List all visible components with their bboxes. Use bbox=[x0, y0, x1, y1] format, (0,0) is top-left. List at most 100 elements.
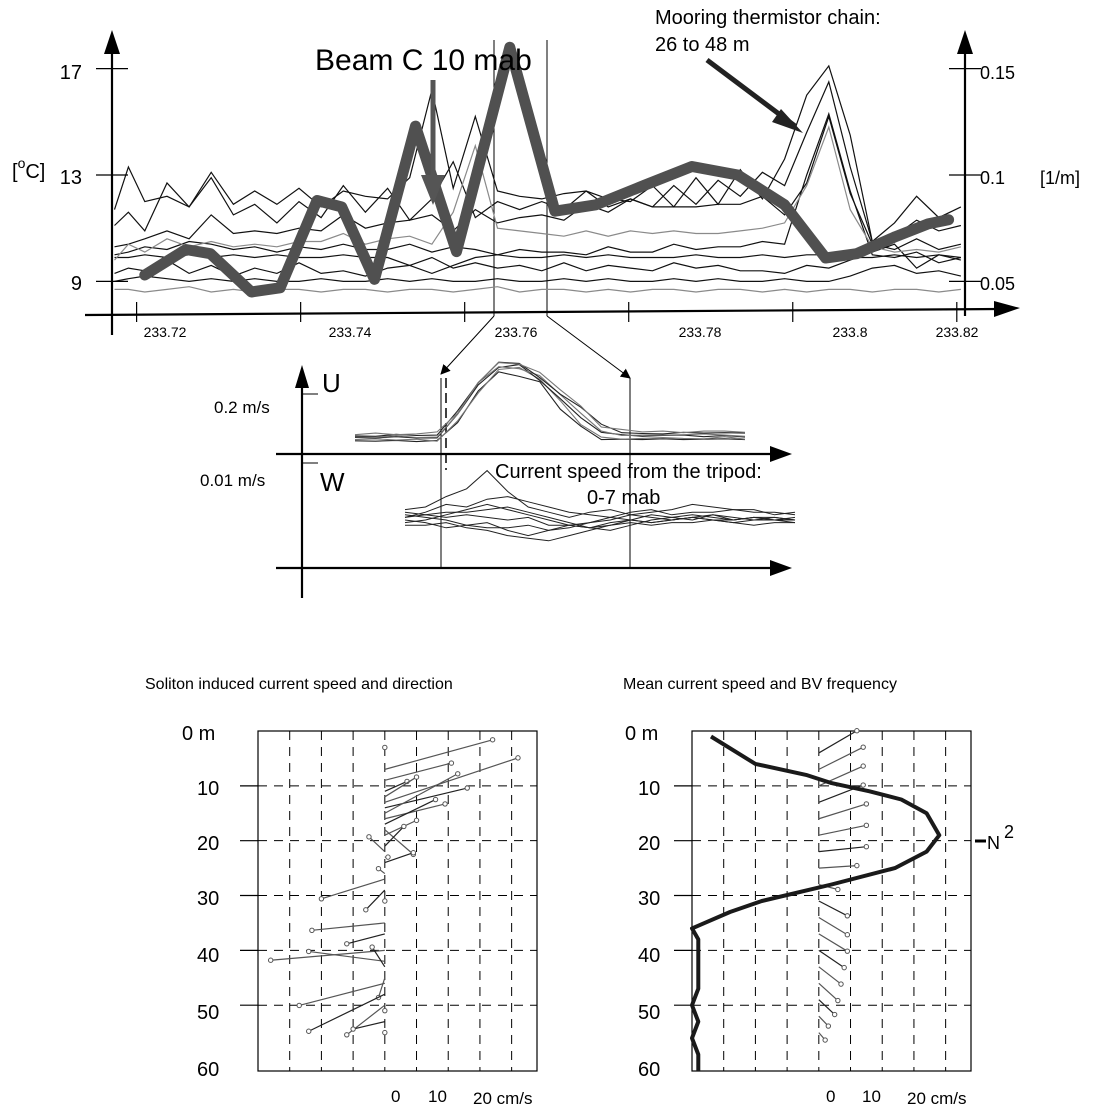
current-vector bbox=[384, 787, 468, 809]
depth-tick-label: 20 bbox=[197, 833, 219, 855]
vector-tip bbox=[489, 737, 496, 743]
current-vector bbox=[299, 982, 385, 1007]
x-tick-label: 233.78 bbox=[679, 324, 722, 340]
current-vector bbox=[384, 852, 414, 864]
depth-tick-label: 60 bbox=[197, 1059, 219, 1081]
vector-tip bbox=[318, 896, 325, 902]
current-vector bbox=[368, 836, 386, 853]
y-tick-label-left: 17 bbox=[60, 62, 82, 84]
vector-tip bbox=[835, 886, 841, 893]
current-vector bbox=[818, 982, 839, 1001]
current-vector bbox=[384, 762, 452, 781]
vector-tip bbox=[296, 1002, 302, 1009]
vector-tip bbox=[844, 948, 851, 954]
vector-tip bbox=[854, 862, 860, 869]
w-scale-label: 0.01 m/s bbox=[200, 471, 265, 490]
depth-tick-label: 0 m bbox=[182, 723, 215, 745]
x-tick-label: 233.72 bbox=[144, 324, 187, 340]
current-vector bbox=[818, 916, 848, 936]
vector-tip bbox=[413, 774, 420, 780]
vector-tip bbox=[464, 785, 470, 791]
speed-tick-label: 10 bbox=[862, 1087, 881, 1106]
mooring-annotation-line2: 26 to 48 m bbox=[655, 34, 750, 56]
vector-tip bbox=[382, 744, 388, 751]
vector-tip bbox=[831, 1011, 838, 1018]
depth-tick-label: 40 bbox=[197, 945, 219, 967]
vector-tip bbox=[366, 834, 372, 840]
depth-tick-label: 10 bbox=[638, 778, 660, 800]
vector-tip bbox=[860, 744, 866, 750]
vector-tip bbox=[442, 801, 448, 807]
current-vector bbox=[818, 865, 857, 869]
mooring-annotation-arrowhead bbox=[772, 109, 803, 133]
left-y-axis-arrow bbox=[104, 30, 120, 54]
zoom-connector-line bbox=[440, 315, 495, 375]
depth-tick-label: 30 bbox=[197, 888, 219, 910]
beam-c-series bbox=[139, 41, 955, 298]
panel-title: Soliton induced current speed and direct… bbox=[145, 676, 453, 693]
current-vector bbox=[818, 933, 848, 952]
w-series-line bbox=[404, 496, 796, 518]
vector-tip bbox=[854, 728, 860, 734]
vector-tip bbox=[515, 755, 521, 761]
y-tick-label-right: 0.1 bbox=[980, 168, 1005, 188]
y-tick-label-right: 0.05 bbox=[980, 274, 1015, 294]
w-axis-arrow bbox=[770, 560, 792, 576]
depth-tick-label: 60 bbox=[638, 1059, 660, 1081]
vector-tip bbox=[410, 850, 417, 856]
x-tick-label: 233.76 bbox=[495, 324, 538, 340]
vector-tip bbox=[350, 1026, 356, 1032]
current-vector bbox=[311, 922, 385, 931]
vector-tip bbox=[309, 927, 315, 934]
y-axis-unit-left: [oC] bbox=[12, 155, 45, 183]
current-vector bbox=[384, 780, 408, 792]
u-series-line bbox=[354, 366, 746, 439]
depth-tick-label: 0 m bbox=[625, 723, 658, 745]
current-vector bbox=[818, 803, 867, 820]
zoom-connector-line bbox=[546, 315, 631, 379]
vector-tip bbox=[860, 763, 866, 769]
w-series-line bbox=[404, 514, 796, 531]
current-vector bbox=[384, 739, 493, 770]
current-vector bbox=[818, 966, 842, 985]
current-vector bbox=[371, 946, 386, 968]
u-series-line bbox=[354, 361, 746, 437]
current-vector bbox=[384, 757, 519, 803]
current-vector bbox=[384, 826, 405, 847]
vector-tip bbox=[382, 898, 388, 904]
y-tick-label-left: 9 bbox=[71, 273, 82, 295]
x-tick-label: 233.8 bbox=[832, 324, 867, 340]
n2-profile-line bbox=[690, 734, 942, 1071]
current-vector bbox=[377, 977, 386, 998]
vector-tip bbox=[413, 817, 420, 824]
thermistor-line bbox=[114, 125, 962, 261]
vector-tip bbox=[267, 957, 274, 963]
current-vector bbox=[384, 819, 417, 836]
u-scale-label: 0.2 m/s bbox=[214, 398, 270, 417]
current-vector bbox=[346, 933, 385, 945]
vector-tip bbox=[838, 981, 844, 987]
thermistor-line bbox=[114, 243, 962, 277]
u-label: U bbox=[322, 368, 341, 398]
speed-tick-label: 0 bbox=[391, 1087, 400, 1106]
current-vector bbox=[818, 949, 845, 969]
current-vector bbox=[365, 889, 386, 911]
n2-profile bbox=[690, 734, 942, 1071]
thermistor-chart: 17 13 9 0.15 0.1 0.05 [oC] [1/m] 233.72 … bbox=[12, 7, 1080, 340]
vector-tip bbox=[382, 1029, 388, 1036]
panel-grid bbox=[240, 731, 537, 1071]
current-vector bbox=[270, 949, 385, 961]
current-vector bbox=[384, 776, 417, 798]
depth-tick-label: 50 bbox=[638, 1002, 660, 1024]
mean-current-panel: Mean current speed and BV frequency N 2 … bbox=[623, 676, 1014, 1108]
thermistor-line bbox=[113, 64, 962, 243]
soliton-current-panel: Soliton induced current speed and direct… bbox=[145, 676, 538, 1108]
panel-title: Mean current speed and BV frequency bbox=[623, 676, 897, 693]
vector-tip bbox=[822, 1037, 828, 1043]
vector-tip bbox=[844, 913, 851, 919]
mid-y-axis-arrow bbox=[295, 365, 309, 388]
x-tick-label: 233.82 bbox=[936, 324, 979, 340]
tripod-caption-line2: 0-7 mab bbox=[587, 487, 660, 509]
vector-tip bbox=[863, 822, 870, 829]
